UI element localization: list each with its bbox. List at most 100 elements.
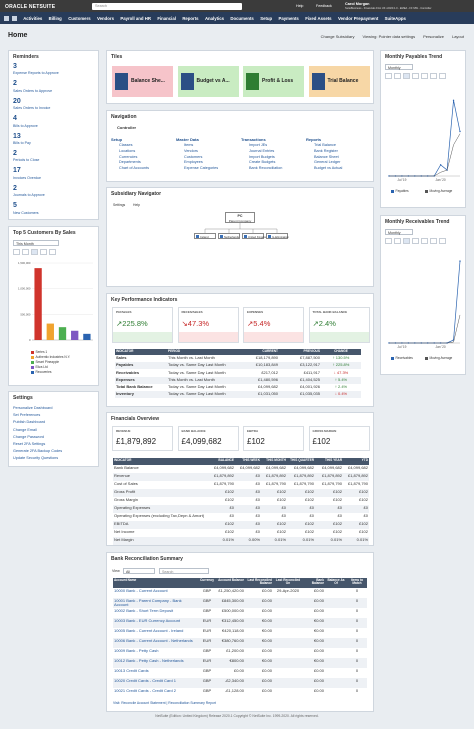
period-select[interactable]: Monthly <box>385 64 413 70</box>
table-cell[interactable]: 10001 Bank - Parent Company - Bank Accou… <box>114 598 182 608</box>
chart-type-button[interactable] <box>430 73 437 79</box>
settings-link[interactable]: Change Email <box>13 427 37 432</box>
feedback-link[interactable]: Feedback <box>316 4 332 8</box>
nav-link[interactable]: Journal Entries <box>249 148 275 153</box>
page-link[interactable]: Personalize <box>423 34 444 39</box>
reminder-label[interactable]: Journals to Approve <box>13 193 45 198</box>
reminder-count[interactable]: 13 <box>13 132 21 140</box>
nav-link[interactable]: General Ledger <box>314 160 341 165</box>
chart-type-button[interactable] <box>385 73 392 79</box>
page-link[interactable]: Change Subsidiary <box>320 34 355 39</box>
nav-item[interactable]: Payroll and HR <box>120 15 151 21</box>
period-select[interactable]: This Month <box>13 240 59 246</box>
chart-type-button[interactable] <box>394 73 401 79</box>
nav-item[interactable]: Analytics <box>204 15 225 21</box>
table-cell[interactable]: 10020 Credit Cards - Credit Card 1 <box>114 678 177 684</box>
reminder-count[interactable]: 2 <box>13 184 17 192</box>
nav-link[interactable]: Balance Sheet <box>314 154 339 159</box>
nav-link[interactable]: Currencies <box>119 154 138 159</box>
nav-item[interactable]: Financial <box>157 15 176 21</box>
nav-link[interactable]: Departments <box>119 160 141 165</box>
settings-link[interactable]: Personalize Dashboard <box>13 406 53 410</box>
nav-item[interactable]: Billing <box>48 15 62 21</box>
nav-link[interactable]: Import Budgets <box>249 154 275 159</box>
reminder-count[interactable]: 20 <box>13 97 21 105</box>
reminder-label[interactable]: Invoices Overdue <box>13 175 41 180</box>
nav-item[interactable]: Vendor Prepayment <box>337 15 379 21</box>
table-cell[interactable]: 10012 Bank - Petty Cash - Netherlands <box>114 658 184 664</box>
settings-link[interactable]: Reset 2FA Settings <box>13 442 46 446</box>
nav-item[interactable]: SuiteApps <box>384 15 406 21</box>
nav-link[interactable]: Employees <box>184 160 203 165</box>
table-cell[interactable]: 10021 Credit Cards - Credit Card 2 <box>114 688 177 694</box>
nav-item[interactable]: Customers <box>68 15 91 21</box>
period-select[interactable]: Monthly <box>385 229 413 235</box>
chart-type-button[interactable] <box>31 249 38 255</box>
reminder-count[interactable]: 5 <box>13 202 17 210</box>
fin-card[interactable]: REVENUE £1,879,892 <box>112 426 173 451</box>
nav-link[interactable]: Bank Register <box>314 148 338 153</box>
kpi-card[interactable]: EXPENSES ↗5.4% <box>243 307 304 343</box>
fin-card[interactable]: GROSS MARGIN £102 <box>308 426 370 451</box>
table-cell[interactable]: 10002 Bank - Short Term Deposit <box>114 608 174 614</box>
nav-link[interactable]: Classes <box>119 143 133 147</box>
settings-link[interactable]: Publish Dashboard <box>13 420 46 425</box>
table-cell[interactable]: 10013 Credit Cards <box>114 668 149 674</box>
table-cell[interactable]: 10000 Bank - Current Account <box>114 588 168 594</box>
nav-item[interactable]: Documents <box>230 15 254 21</box>
page-link[interactable]: Viewing: Pointer data settings <box>362 34 416 39</box>
chart-type-button[interactable] <box>40 249 47 255</box>
nav-link[interactable]: Trial Balance <box>314 143 337 147</box>
table-cell[interactable]: 10003 Bank - EUR Currency Account <box>114 618 181 624</box>
search-input[interactable]: Search <box>159 568 209 574</box>
chart-type-button[interactable] <box>403 238 410 244</box>
tile[interactable]: Profit & Loss <box>243 66 304 97</box>
nav-link[interactable]: Chart of Accounts <box>119 166 149 171</box>
reminder-label[interactable]: New Customers <box>13 210 39 215</box>
chart-type-button[interactable] <box>49 249 56 255</box>
kpi-card[interactable]: TOTAL BANK BALANCE ↗2.4% <box>308 307 370 343</box>
nav-link[interactable]: Create Budgets <box>249 160 276 165</box>
chart-type-button[interactable] <box>430 238 437 244</box>
nav-link[interactable]: Import JEs <box>249 143 268 147</box>
subsidiary-root[interactable]: PC Parent Company <box>225 212 255 223</box>
table-cell[interactable]: 10009 Bank - Petty Cash <box>114 648 159 654</box>
chart-type-button[interactable] <box>13 249 20 255</box>
reminder-label[interactable]: Periods to Close <box>13 158 40 163</box>
nav-link[interactable]: Expense Categories <box>184 166 219 171</box>
chart-type-button[interactable] <box>421 238 428 244</box>
user-name[interactable]: Carol Morgan <box>345 1 370 6</box>
chart-type-button[interactable] <box>403 73 410 79</box>
chart-type-button[interactable] <box>439 238 446 244</box>
nav-link[interactable]: Vendors <box>184 148 198 153</box>
help-link[interactable]: Help <box>296 4 304 8</box>
reminder-count[interactable]: 4 <box>13 115 17 123</box>
bank-footer-links[interactable]: Visit: Reconcile Account Statement | Rec… <box>113 701 216 705</box>
subsidiary-node[interactable]: United Kingdom <box>242 233 268 239</box>
settings-link[interactable]: Set Preferences <box>13 413 41 418</box>
chart-type-button[interactable] <box>412 238 419 244</box>
nav-item[interactable]: Setup <box>260 15 273 21</box>
kpi-card[interactable]: RECEIVABLES ↘47.3% <box>177 307 239 343</box>
nav-item[interactable]: Vendors <box>97 15 114 21</box>
reminder-label[interactable]: Bills to Approve <box>13 123 38 128</box>
kpi-card[interactable]: PAYABLES ↗225.8% <box>112 307 173 343</box>
tile[interactable]: Balance She... <box>112 66 173 97</box>
subsidiary-node[interactable]: Ireland <box>194 233 216 239</box>
chart-type-button[interactable] <box>439 73 446 79</box>
chart-type-button[interactable] <box>412 73 419 79</box>
subsidiary-node[interactable]: Netherlands <box>218 233 240 239</box>
fin-card[interactable]: BANK BALANCE £4,099,682 <box>177 426 239 451</box>
nav-item[interactable]: Reports <box>182 15 199 21</box>
nav-item[interactable]: Payments <box>278 15 299 21</box>
fin-card[interactable]: EBITDA £102 <box>243 426 304 451</box>
chart-type-button[interactable] <box>421 73 428 79</box>
reminder-label[interactable]: Bills to Pay <box>13 140 31 145</box>
settings-link[interactable]: Change Password <box>13 434 45 439</box>
nav-item[interactable]: Fixed Assets <box>305 15 332 21</box>
nav-link[interactable]: Budget vs Actual <box>314 166 343 171</box>
settings-link[interactable]: Update Security Questions <box>13 456 59 461</box>
settings-button[interactable]: Settings <box>113 203 126 207</box>
reminder-count[interactable]: 2 <box>13 150 17 157</box>
subsidiary-node[interactable]: IL-Elimination <box>266 233 289 239</box>
